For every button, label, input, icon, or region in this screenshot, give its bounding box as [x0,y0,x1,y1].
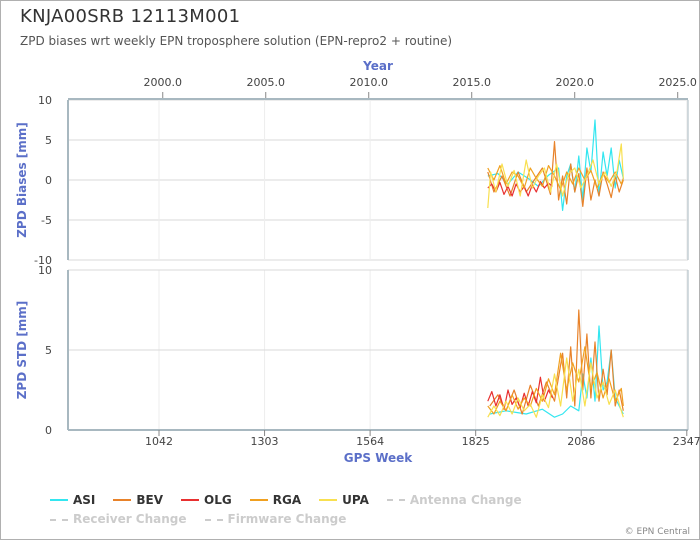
year-tick-label: 2025.0 [658,76,697,89]
year-tick-label: 2010.0 [349,76,388,89]
year-tick-label: 2005.0 [246,76,285,89]
legend-item-rga[interactable]: RGA [249,492,302,509]
bias-series-bev [487,141,624,207]
legend-item-firmware-change[interactable]: Firmware Change [204,511,347,528]
legend-item-upa[interactable]: UPA [319,492,369,509]
week-tick-label: 1303 [251,435,279,448]
top-y-tick-label: -10 [34,254,52,267]
year-tick-label: 2020.0 [555,76,594,89]
bias-series-asi [487,119,624,211]
week-tick-label: 1825 [462,435,490,448]
legend-swatch [249,499,268,501]
week-tick-label: 1042 [145,435,173,448]
legend-item-receiver-change[interactable]: Receiver Change [50,511,187,528]
year-tick-label: 2000.0 [144,76,183,89]
bottom-axis-title: GPS Week [344,451,414,465]
legend-label: BEV [136,492,164,507]
bottom-y-tick-label: 5 [45,344,52,357]
top-y-tick-label: 0 [45,174,52,187]
bottom-y-axis-title: ZPD STD [mm] [15,301,29,400]
legend-item-antenna-change[interactable]: Antenna Change [386,492,522,509]
chart-title: KNJA00SRB 12113M001 [20,6,241,27]
year-tick-label: 2015.0 [452,76,491,89]
legend-swatch [113,499,132,501]
chart-subtitle: ZPD biases wrt weekly EPN troposphere so… [20,34,453,48]
std-series-upa [487,357,624,418]
legend-swatch [181,499,200,501]
week-tick-label: 2086 [567,435,595,448]
legend-label: OLG [204,492,232,507]
legend-swatch [386,499,405,501]
top-axis-title: Year [362,59,393,73]
std-series-olg [487,376,554,410]
top-y-axis-title: ZPD Biases [mm] [15,122,29,238]
legend-label: ASI [73,492,96,507]
bottom-y-tick-label: 0 [45,424,52,437]
credit-text: © EPN Central [624,527,690,537]
std-series-rga [487,346,624,415]
bottom-y-tick-label: 10 [38,264,52,277]
legend-item-bev[interactable]: BEV [113,492,163,509]
bias-series-upa [487,143,624,209]
legend: ASI BEV OLG RGA UPA Antenna Change Receiver Ch… [50,489,690,528]
legend-label: Firmware Change [227,512,347,526]
bias-series-olg [487,181,553,197]
legend-label: RGA [272,492,302,507]
legend-label: Antenna Change [409,492,522,507]
legend-swatch [319,499,338,501]
legend-item-asi[interactable]: ASI [50,492,95,509]
week-tick-label: 2347 [673,435,700,448]
top-y-tick-label: 5 [45,134,52,147]
legend-item-olg[interactable]: OLG [181,492,232,509]
top-y-tick-label: 10 [38,94,52,107]
plot-area: Year 2000.0 2005.0 2010.0 2015.0 2020.0 2025.0… [15,59,700,465]
legend-swatch [50,499,68,501]
week-tick-label: 1564 [356,435,384,448]
legend-swatch [50,518,68,521]
legend-swatch [204,518,223,521]
legend-label: UPA [342,492,369,507]
legend-label: Receiver Change [73,512,187,526]
top-y-tick-label: -5 [41,214,52,227]
